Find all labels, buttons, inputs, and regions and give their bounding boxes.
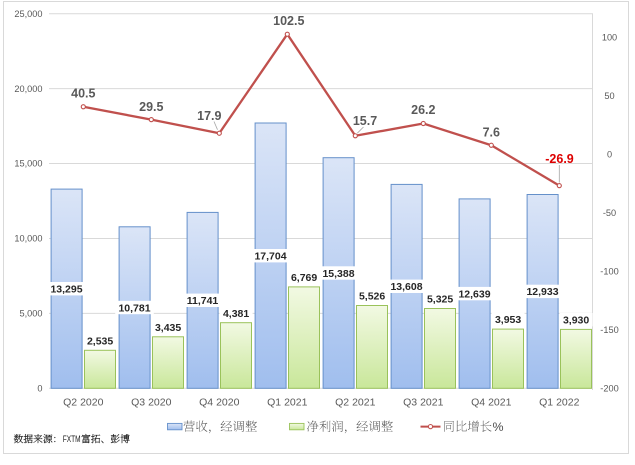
svg-text:13,295: 13,295 <box>50 284 82 296</box>
svg-text:13,608: 13,608 <box>390 281 422 293</box>
svg-text:%: % <box>493 420 504 434</box>
svg-text:Q1 2022: Q1 2022 <box>539 397 579 409</box>
svg-text:3,953: 3,953 <box>495 314 521 326</box>
svg-text:0: 0 <box>607 149 612 159</box>
svg-text:11,741: 11,741 <box>187 295 219 307</box>
svg-text:12,639: 12,639 <box>458 288 490 300</box>
svg-text:25,000: 25,000 <box>14 9 42 19</box>
svg-text:29.5: 29.5 <box>139 100 163 114</box>
svg-text:15,000: 15,000 <box>14 159 42 169</box>
svg-text:Q3 2020: Q3 2020 <box>131 397 171 409</box>
svg-text:Q1 2021: Q1 2021 <box>267 397 307 409</box>
svg-text:12,933: 12,933 <box>526 286 558 298</box>
svg-text:FXTM: FXTM <box>63 434 81 445</box>
svg-text:3,930: 3,930 <box>563 315 589 327</box>
svg-text:10,000: 10,000 <box>14 234 42 244</box>
svg-text:-50: -50 <box>603 208 616 218</box>
svg-text:-200: -200 <box>600 384 618 394</box>
svg-text:-26.9: -26.9 <box>545 152 574 166</box>
svg-text:26.2: 26.2 <box>411 103 435 117</box>
svg-text:10,781: 10,781 <box>118 302 150 314</box>
svg-text:6,769: 6,769 <box>291 272 317 284</box>
svg-text:Q3 2021: Q3 2021 <box>403 397 443 409</box>
svg-text:-100: -100 <box>600 266 618 276</box>
svg-text:7.6: 7.6 <box>483 125 500 139</box>
svg-text:15.7: 15.7 <box>353 114 377 128</box>
svg-text:17,704: 17,704 <box>254 251 286 263</box>
svg-text:Q4 2021: Q4 2021 <box>471 397 511 409</box>
svg-text:Q2 2020: Q2 2020 <box>63 397 103 409</box>
svg-text:Q2 2021: Q2 2021 <box>335 397 375 409</box>
svg-text:15,388: 15,388 <box>322 268 354 280</box>
svg-text:40.5: 40.5 <box>71 87 95 101</box>
svg-text:20,000: 20,000 <box>14 84 42 94</box>
svg-text:5,000: 5,000 <box>20 309 43 319</box>
svg-text:5,325: 5,325 <box>427 294 453 306</box>
svg-text:2,535: 2,535 <box>87 335 113 347</box>
svg-text:0: 0 <box>37 384 42 394</box>
svg-text:Q4 2020: Q4 2020 <box>199 397 239 409</box>
svg-text:5,526: 5,526 <box>359 291 385 303</box>
svg-text:100: 100 <box>602 32 617 42</box>
svg-text:50: 50 <box>604 91 614 101</box>
svg-text:102.5: 102.5 <box>273 14 304 28</box>
svg-text:17.9: 17.9 <box>197 109 221 123</box>
svg-text:4,381: 4,381 <box>223 308 249 320</box>
svg-text:3,435: 3,435 <box>155 322 181 334</box>
svg-text:-150: -150 <box>600 325 618 335</box>
